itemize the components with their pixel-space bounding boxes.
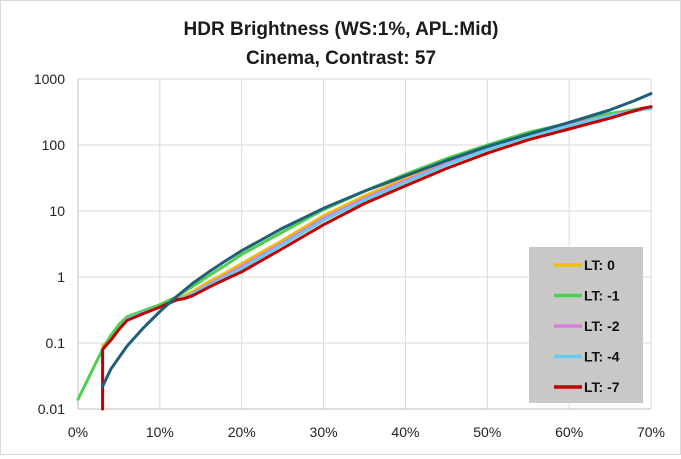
legend: LT: 0 LT: -1 LT: -2 LT: -4 LT: -7 [529, 247, 643, 403]
x-tick-label: 30% [310, 424, 338, 440]
y-tick-label: 0.01 [38, 401, 65, 417]
y-tick-label: 1000 [34, 71, 65, 87]
x-tick-label: 50% [473, 424, 501, 440]
y-tick-label: 10 [49, 203, 65, 219]
y-tick-label: 1 [57, 269, 65, 285]
legend-label: LT: 0 [584, 257, 615, 273]
axes: 0% 10% 20% 30% 40% 50% 60% 70% 1000 100 10 1 0.1 0.01 [34, 71, 665, 440]
legend-label: LT: -7 [584, 379, 620, 395]
series-line-lt-1 [76, 106, 653, 401]
x-tick-label: 20% [228, 424, 256, 440]
y-tick-label: 100 [42, 137, 66, 153]
legend-label: LT: -1 [584, 288, 620, 304]
legend-label: LT: -2 [584, 318, 620, 334]
series-lines [76, 92, 653, 411]
chart-title: HDR Brightness (WS:1%, APL:Mid) [184, 19, 499, 40]
legend-label: LT: -4 [584, 349, 620, 365]
x-tick-label: 0% [68, 424, 88, 440]
series-line-lt-7 [101, 105, 653, 411]
x-tick-label: 10% [146, 424, 174, 440]
chart-subtitle: Cinema, Contrast: 57 [246, 48, 436, 69]
x-tick-label: 60% [555, 424, 583, 440]
gridlines [78, 78, 652, 409]
x-tick-label: 70% [637, 424, 665, 440]
x-tick-label: 40% [391, 424, 419, 440]
legend-box [529, 247, 643, 403]
y-tick-label: 0.1 [46, 335, 66, 351]
series-line-unlabeled [101, 92, 653, 388]
